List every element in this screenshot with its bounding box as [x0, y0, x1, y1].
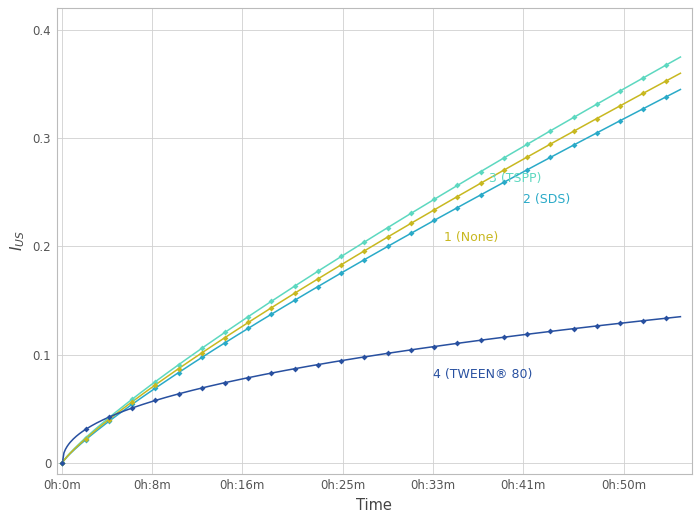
Text: 3 (TSPP): 3 (TSPP) — [489, 172, 542, 184]
Text: 4 (TWEEN® 80): 4 (TWEEN® 80) — [433, 367, 533, 380]
Text: 1 (None): 1 (None) — [444, 231, 498, 244]
Text: 2 (SDS): 2 (SDS) — [523, 193, 570, 206]
X-axis label: Time: Time — [356, 498, 392, 513]
Y-axis label: $I_{US}$: $I_{US}$ — [8, 231, 27, 251]
